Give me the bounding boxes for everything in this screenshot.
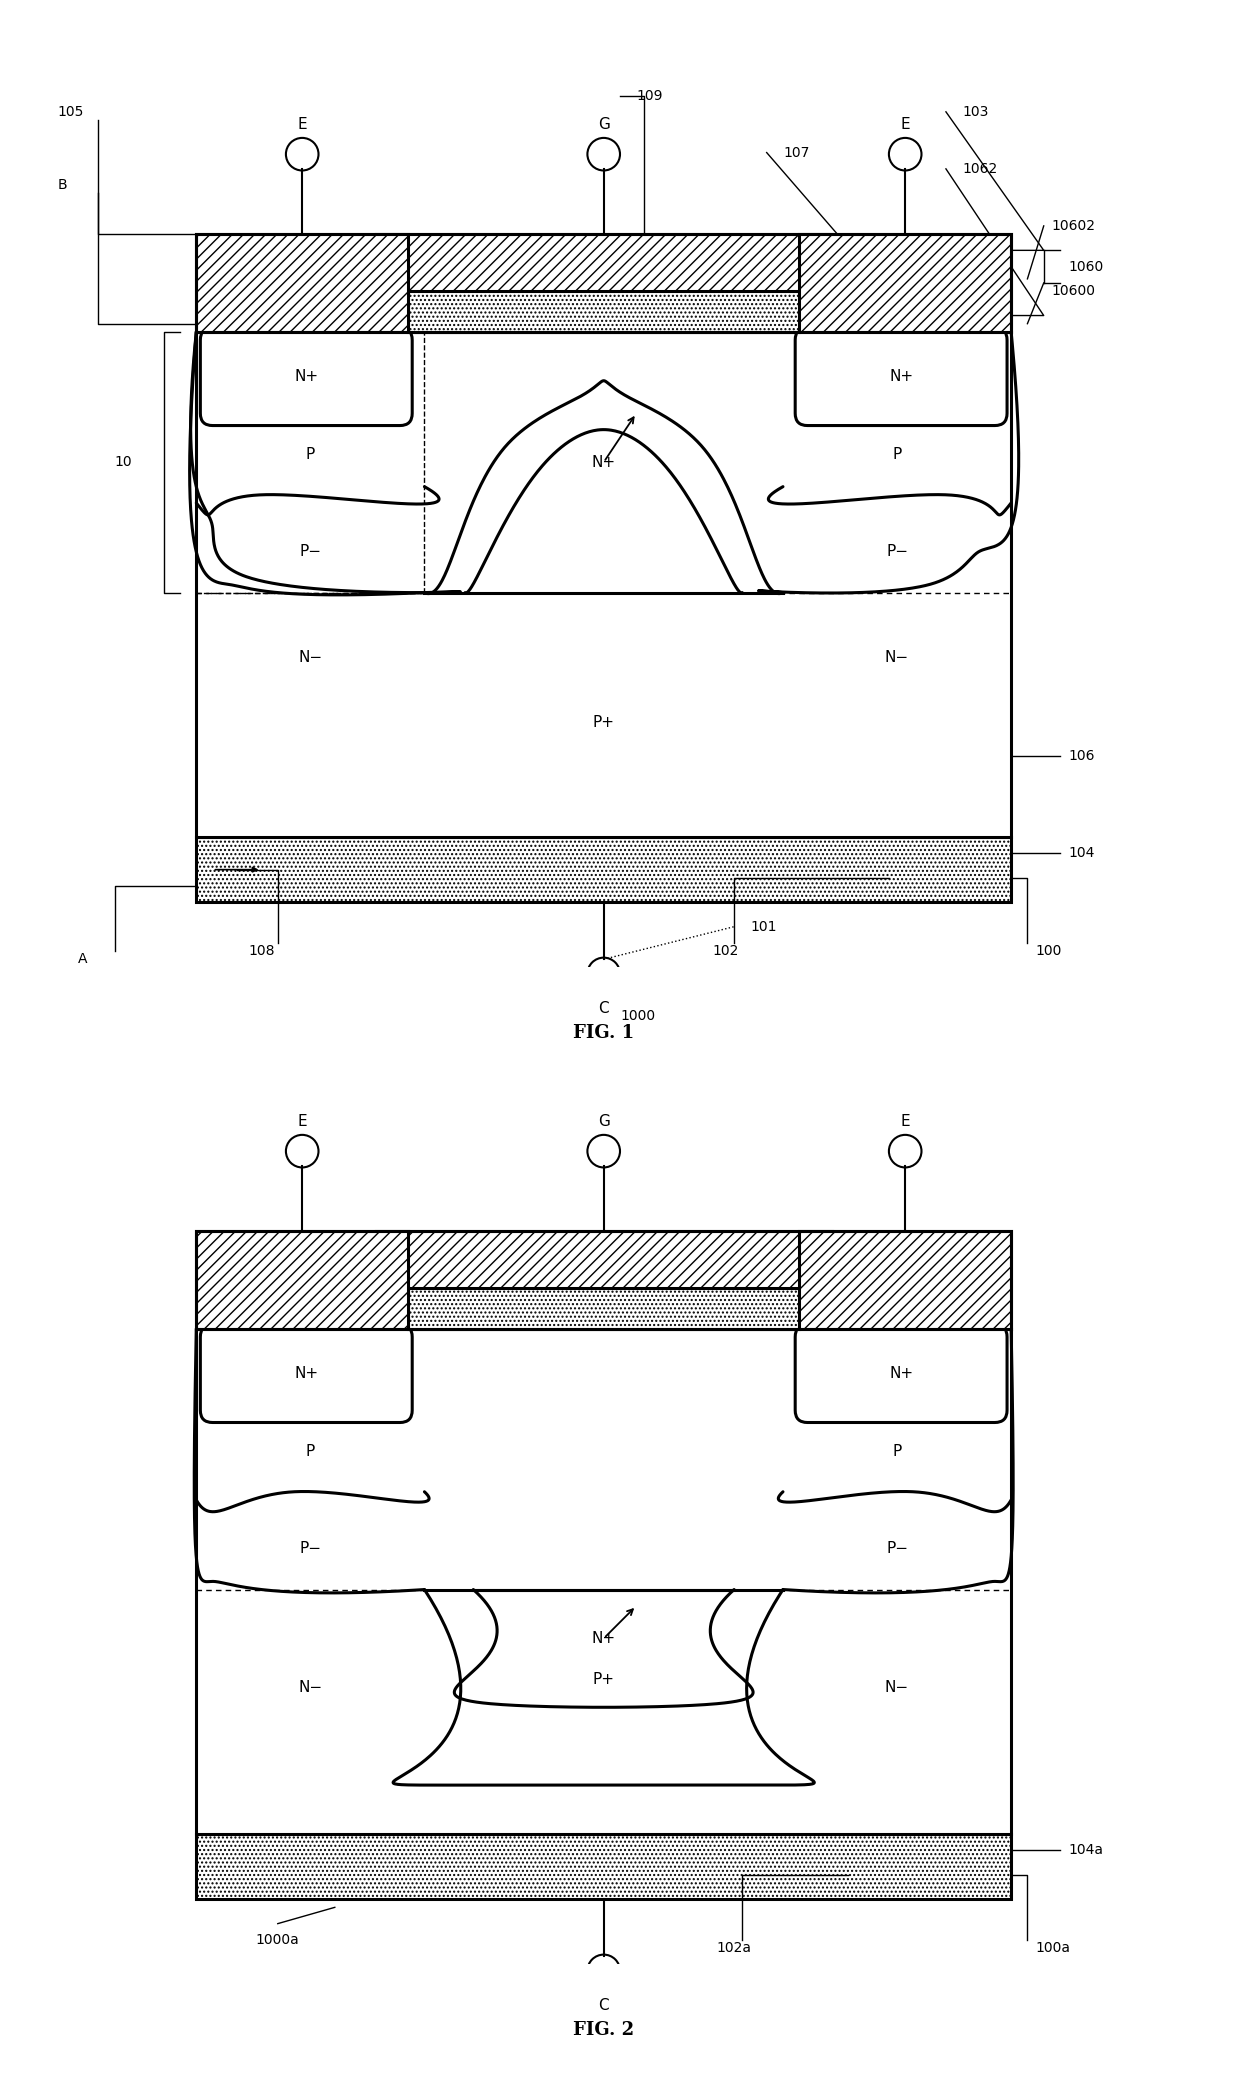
Text: 103: 103 [962,104,988,118]
Text: C: C [599,1001,609,1016]
Text: N+: N+ [294,370,319,384]
Text: P: P [893,447,901,461]
Text: 1062: 1062 [962,162,997,177]
Text: N+: N+ [591,455,616,469]
Text: 104a: 104a [1068,1842,1104,1857]
Polygon shape [376,1232,832,1288]
Text: C: C [599,1998,609,2013]
Text: 100: 100 [1035,945,1061,957]
FancyBboxPatch shape [795,328,1007,426]
Text: 106: 106 [1068,748,1095,762]
Text: FIG. 1: FIG. 1 [573,1024,635,1041]
Polygon shape [196,1834,1011,1898]
Text: 102a: 102a [717,1942,751,1954]
Text: 1000: 1000 [620,1009,655,1024]
Text: N+: N+ [591,1630,616,1645]
Polygon shape [800,235,1011,332]
Text: E: E [900,116,910,131]
Text: B: B [58,179,67,193]
Text: N+: N+ [889,370,913,384]
Text: 102: 102 [713,945,739,957]
Polygon shape [800,1232,1011,1329]
Text: 10: 10 [114,455,131,469]
Text: N−: N− [299,650,322,665]
Text: 100a: 100a [1035,1942,1070,1954]
Text: P−: P− [299,1541,321,1556]
FancyBboxPatch shape [795,1325,1007,1423]
Text: 109: 109 [636,89,663,102]
Text: P: P [893,1444,901,1458]
Text: FIG. 2: FIG. 2 [573,2021,635,2038]
Text: P+: P+ [593,1672,615,1687]
Text: E: E [298,116,308,131]
Text: P−: P− [887,544,908,559]
Text: P: P [306,1444,315,1458]
Text: 10602: 10602 [1052,218,1096,233]
FancyBboxPatch shape [201,1325,412,1423]
Polygon shape [196,332,1011,837]
Text: N+: N+ [294,1367,319,1381]
Text: N−: N− [885,1680,909,1695]
Text: 101: 101 [750,920,777,935]
Text: 104: 104 [1068,845,1095,860]
Text: P−: P− [887,1541,908,1556]
Text: P−: P− [299,544,321,559]
Text: 10600: 10600 [1052,285,1096,299]
Text: 108: 108 [248,945,275,957]
Text: 1060: 1060 [1068,260,1104,274]
Polygon shape [408,1288,800,1329]
Polygon shape [408,291,800,332]
Polygon shape [196,837,1011,901]
Text: 1000a: 1000a [255,1934,300,1946]
Polygon shape [196,1232,408,1329]
Text: N+: N+ [889,1367,913,1381]
FancyBboxPatch shape [201,328,412,426]
Text: G: G [598,116,610,131]
Polygon shape [376,235,832,291]
Text: P: P [306,447,315,461]
Text: 105: 105 [58,104,84,118]
Polygon shape [196,1329,1011,1834]
Text: N−: N− [299,1680,322,1695]
Text: E: E [298,1113,308,1128]
Text: E: E [900,1113,910,1128]
Text: N−: N− [885,650,909,665]
Text: G: G [598,1113,610,1128]
Text: A: A [77,951,87,966]
Polygon shape [196,235,408,332]
Text: P+: P+ [593,714,615,731]
Text: 107: 107 [782,145,810,160]
